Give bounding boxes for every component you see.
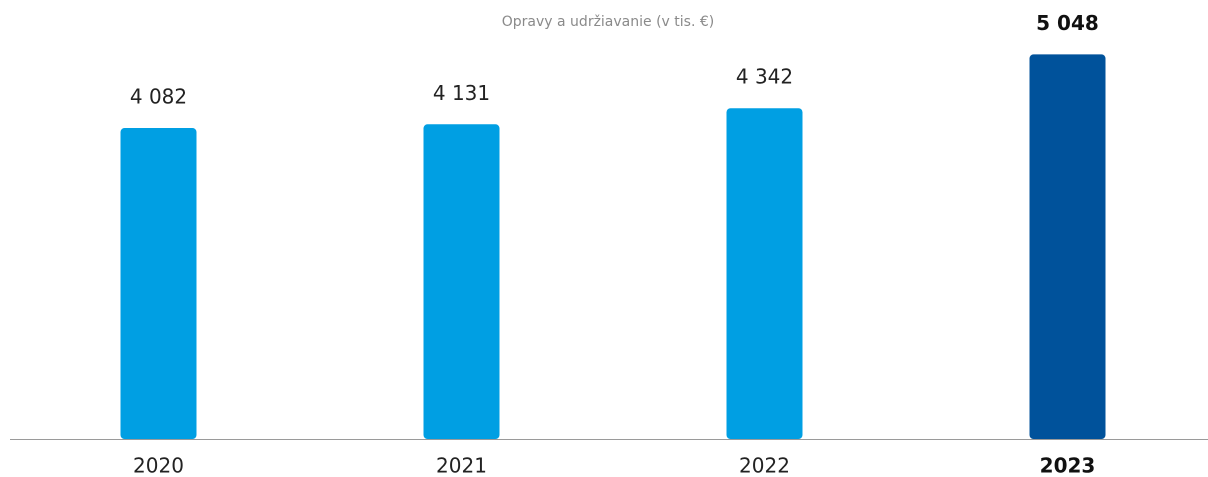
bar	[120, 128, 197, 439]
chart-title: Opravy a udržiavanie (v tis. €)	[502, 14, 714, 30]
x-tick-label: 2020	[133, 454, 184, 477]
value-label: 5 048	[1036, 11, 1099, 35]
x-tick-label: 2023	[1040, 454, 1096, 477]
value-label: 4 342	[736, 65, 793, 89]
bar	[423, 124, 500, 439]
bar	[1029, 54, 1106, 440]
x-tick-label: 2021	[436, 454, 487, 477]
value-label: 4 082	[130, 85, 187, 109]
value-label: 4 131	[433, 81, 490, 105]
bar	[726, 108, 803, 440]
x-tick-label: 2022	[739, 454, 790, 477]
